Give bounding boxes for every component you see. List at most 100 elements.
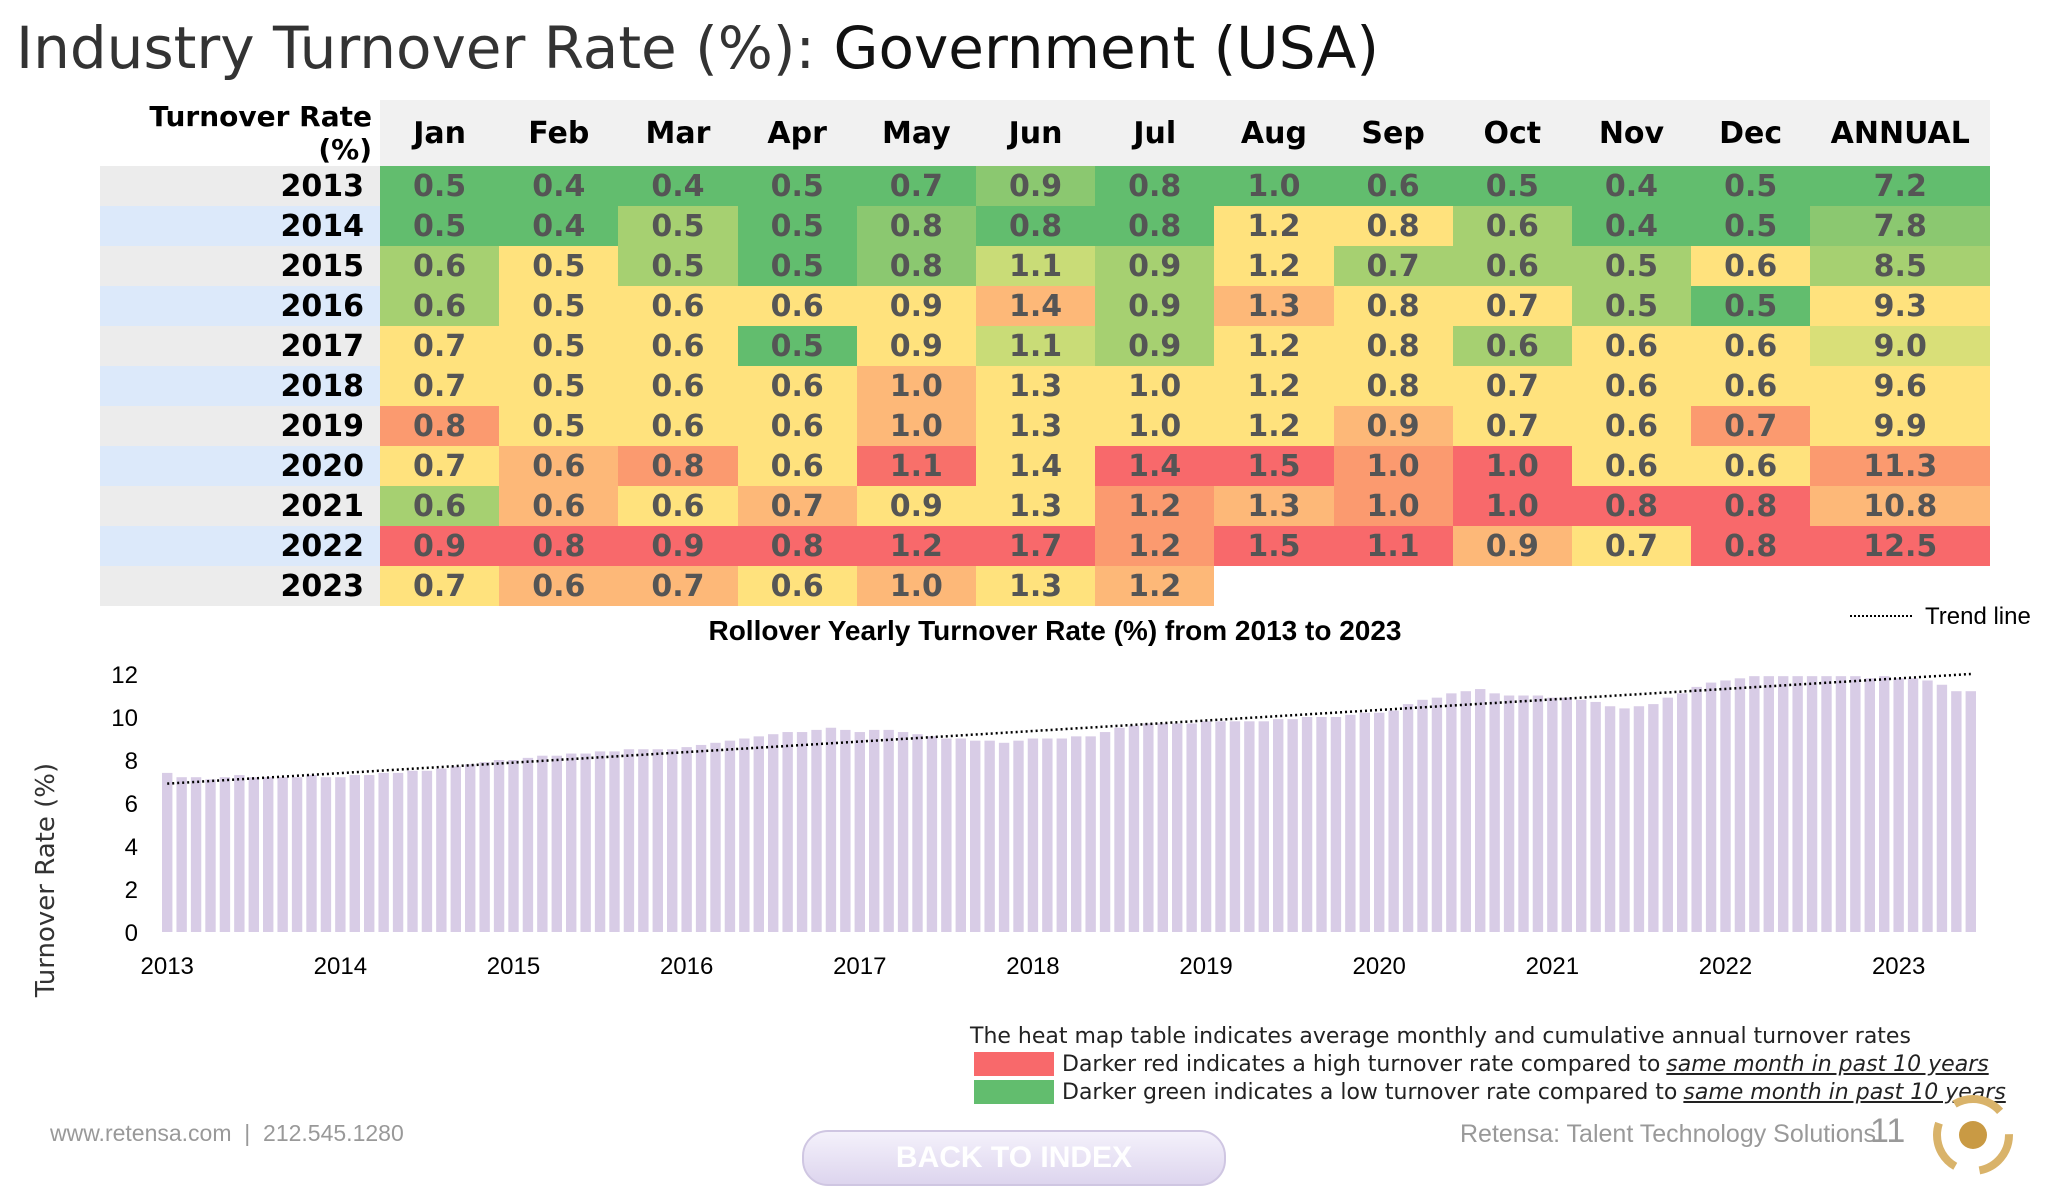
table-cell: 1.2 bbox=[1214, 326, 1334, 366]
table-cell: 1.5 bbox=[1214, 446, 1334, 486]
column-header: Sep bbox=[1333, 100, 1453, 166]
bar bbox=[335, 777, 346, 932]
bar bbox=[1143, 723, 1154, 932]
column-header: Jul bbox=[1095, 100, 1215, 166]
table-cell: 0.6 bbox=[499, 486, 619, 526]
table-cell: 1.4 bbox=[975, 286, 1096, 326]
row-year: 2021 bbox=[100, 486, 380, 526]
table-cell: 0.9 bbox=[380, 526, 500, 566]
bar bbox=[1446, 693, 1457, 932]
table-cell: 0.9 bbox=[856, 326, 976, 366]
bar bbox=[869, 729, 880, 932]
bar bbox=[1287, 719, 1298, 932]
table-cell: 0.9 bbox=[856, 486, 976, 526]
bar bbox=[537, 755, 548, 932]
table-cell: 1.0 bbox=[1333, 486, 1453, 526]
table-cell: 0.8 bbox=[1095, 206, 1215, 246]
table-cell: 0.6 bbox=[380, 286, 500, 326]
table-cell: 0.8 bbox=[1691, 486, 1811, 526]
table-cell: 0.5 bbox=[1571, 286, 1692, 326]
y-axis: 0 2 4 6 8 10 12 bbox=[111, 662, 138, 947]
table-cell: 0.5 bbox=[499, 366, 619, 406]
bar bbox=[364, 775, 375, 932]
table-cell: 11.3 bbox=[1810, 446, 1991, 486]
table-cell: 1.4 bbox=[1095, 446, 1215, 486]
table-cell: 1.1 bbox=[856, 446, 976, 486]
table-cell: 9.6 bbox=[1810, 366, 1991, 406]
bar bbox=[1215, 721, 1226, 932]
heat-map-table: Turnover Rate (%) Jan Feb Mar Apr May Jun Jul A… bbox=[100, 100, 1991, 606]
table-row: 2020 0.7 0.6 0.8 0.6 1.1 1.4 1.4 1.5 1.0 1.0 0.6 0.6… bbox=[100, 446, 1991, 486]
table-cell: 1.2 bbox=[1095, 526, 1215, 566]
table-cell: 0.5 bbox=[618, 246, 738, 286]
chart-legend: Trend line bbox=[1850, 603, 2031, 630]
table-cell bbox=[1333, 566, 1453, 606]
y-axis-label: Turnover Rate (%) bbox=[31, 763, 61, 998]
bar bbox=[1720, 680, 1731, 932]
table-cell: 0.5 bbox=[737, 166, 857, 206]
bar bbox=[811, 729, 822, 932]
bar bbox=[436, 768, 447, 932]
bar bbox=[782, 732, 793, 932]
bar bbox=[970, 740, 981, 932]
bar bbox=[1561, 697, 1572, 932]
legend-red-row: Darker red indicates a high turnover rat… bbox=[970, 1050, 2030, 1078]
table-cell: 0.5 bbox=[380, 206, 500, 246]
table-cell: 0.5 bbox=[380, 166, 500, 206]
bar bbox=[840, 729, 851, 932]
table-cell: 1.3 bbox=[975, 486, 1096, 526]
table-cell: 0.6 bbox=[1452, 246, 1572, 286]
table-cell: 1.0 bbox=[856, 406, 976, 446]
bar bbox=[1879, 676, 1890, 932]
table-cell: 0.6 bbox=[618, 326, 738, 366]
table-cell: 0.6 bbox=[1691, 366, 1811, 406]
footer-brand: Retensa: Talent Technology Solutions bbox=[1460, 1120, 1877, 1148]
table-cell: 1.3 bbox=[1214, 286, 1334, 326]
bar bbox=[205, 779, 216, 932]
table-cell: 0.5 bbox=[737, 206, 857, 246]
bar bbox=[1965, 691, 1976, 932]
y-tick-label: 12 bbox=[111, 662, 138, 689]
table-row: 2019 0.8 0.5 0.6 0.6 1.0 1.3 1.0 1.2 0.9 0.7 0.6 0.7… bbox=[100, 406, 1991, 446]
table-cell: 0.7 bbox=[1333, 246, 1453, 286]
x-tick-label: 2019 bbox=[1179, 953, 1232, 980]
column-header: May bbox=[856, 100, 976, 166]
legend-red-underline: same month in past 10 years bbox=[1666, 1051, 1989, 1077]
bar bbox=[1099, 732, 1111, 932]
table-cell: 0.6 bbox=[1691, 326, 1811, 366]
bar bbox=[1864, 678, 1875, 932]
bar bbox=[1128, 725, 1140, 932]
table-cell: 0.9 bbox=[1095, 286, 1215, 326]
x-tick-label: 2018 bbox=[1006, 953, 1059, 980]
bar bbox=[1691, 686, 1702, 932]
bar bbox=[1576, 699, 1587, 932]
bar bbox=[1893, 678, 1904, 932]
column-header: Apr bbox=[737, 100, 857, 166]
x-tick-label: 2017 bbox=[833, 953, 886, 980]
back-to-index-button[interactable]: BACK TO INDEX bbox=[802, 1130, 1226, 1186]
bar bbox=[1316, 717, 1327, 932]
x-tick-label: 2021 bbox=[1526, 953, 1579, 980]
table-cell bbox=[1214, 566, 1334, 606]
legend-trend-label: Trend line bbox=[1925, 603, 2031, 630]
table-cell: 0.6 bbox=[1452, 326, 1572, 366]
table-cell: 0.7 bbox=[380, 566, 500, 606]
bar bbox=[1244, 721, 1255, 932]
bar bbox=[1071, 736, 1082, 932]
table-cell: 0.6 bbox=[1571, 446, 1692, 486]
bar bbox=[1172, 723, 1183, 932]
title-industry: Government (USA) bbox=[833, 14, 1379, 82]
table-cell: 0.5 bbox=[499, 246, 619, 286]
table-cell: 1.2 bbox=[1214, 406, 1334, 446]
bar bbox=[984, 740, 995, 932]
table-row: 2015 0.6 0.5 0.5 0.5 0.8 1.1 0.9 1.2 0.7 0.6 0.5 0.6… bbox=[100, 246, 1991, 286]
x-tick-label: 2022 bbox=[1699, 953, 1752, 980]
table-cell: 0.7 bbox=[1452, 286, 1572, 326]
bar bbox=[248, 777, 259, 932]
bar bbox=[1042, 738, 1053, 932]
legend-red-text: Darker red indicates a high turnover rat… bbox=[1062, 1051, 1661, 1077]
table-cell: 0.5 bbox=[737, 326, 857, 366]
table-cell: 0.9 bbox=[1333, 406, 1453, 446]
bar bbox=[594, 751, 606, 932]
table-cell: 0.6 bbox=[618, 486, 738, 526]
